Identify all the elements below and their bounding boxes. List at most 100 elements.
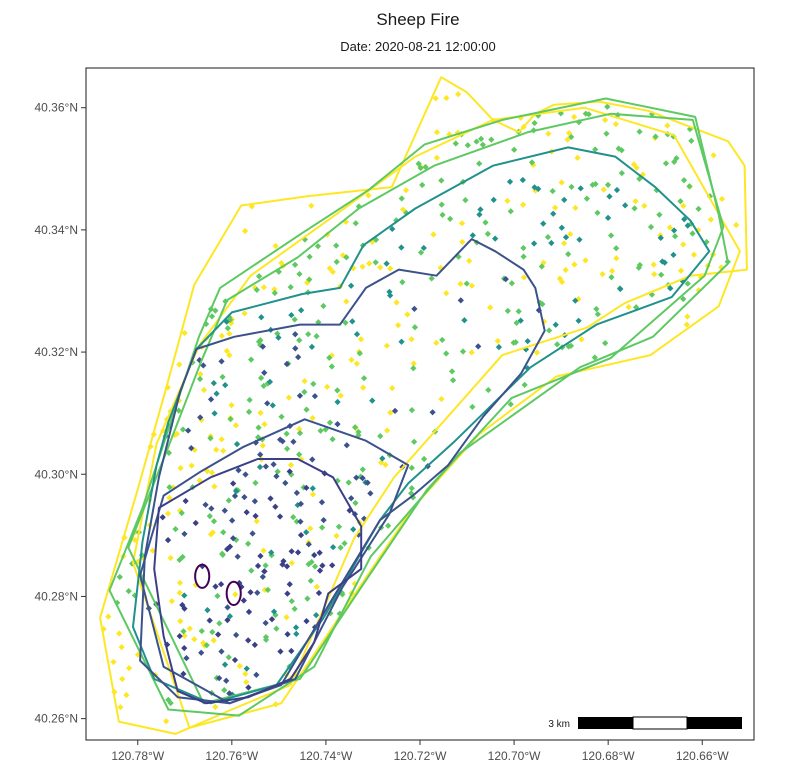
detection-point <box>399 279 406 286</box>
detection-point <box>641 202 648 209</box>
detection-point <box>562 266 569 274</box>
detection-point <box>324 383 331 390</box>
detection-point <box>476 211 483 218</box>
detection-point <box>476 160 483 167</box>
detection-point <box>278 413 285 420</box>
detection-point <box>260 382 267 389</box>
detection-point <box>433 154 441 162</box>
detection-point <box>259 343 266 350</box>
detection-point <box>334 387 341 394</box>
detection-point <box>270 461 277 468</box>
detection-point <box>404 311 411 318</box>
detection-point <box>482 219 489 226</box>
detection-point <box>217 581 225 588</box>
detection-point <box>291 605 298 613</box>
detection-point <box>604 214 612 221</box>
detection-point <box>296 270 303 278</box>
detection-point <box>377 432 384 440</box>
detection-point <box>254 562 262 570</box>
detection-point <box>230 480 237 487</box>
detection-point <box>359 263 366 270</box>
detection-point <box>283 563 291 570</box>
detection-point <box>185 427 192 434</box>
detection-point <box>594 311 601 318</box>
scale-bar-segment-2 <box>632 716 688 730</box>
detection-point <box>296 425 303 433</box>
detection-point <box>461 317 468 324</box>
detection-point <box>524 338 531 345</box>
y-axis: 40.26°N 40.28°N 40.30°N 40.32°N 40.34°N 40.36… <box>35 101 86 726</box>
detection-point <box>342 319 349 326</box>
detection-point <box>295 353 302 361</box>
detection-point <box>387 265 394 272</box>
detection-point <box>454 91 462 98</box>
detection-point <box>469 403 476 411</box>
detection-point <box>301 388 308 396</box>
detection-point <box>251 641 258 649</box>
detection-point <box>718 195 726 203</box>
detection-point <box>348 356 355 364</box>
detection-point <box>443 290 450 297</box>
detection-point <box>181 632 188 639</box>
detection-point <box>488 136 495 143</box>
detection-point <box>180 628 187 635</box>
detection-point <box>214 592 221 600</box>
detection-point <box>353 474 360 481</box>
detection-point <box>433 129 441 136</box>
detection-point <box>296 430 304 437</box>
detection-point <box>272 503 279 510</box>
detection-point <box>221 507 228 514</box>
detection-point <box>707 216 714 223</box>
detection-point <box>484 230 491 237</box>
detection-point <box>200 386 208 394</box>
x-tick-label: 120.70°W <box>488 749 542 763</box>
detection-point <box>485 386 492 394</box>
detection-point <box>283 614 290 621</box>
detection-point <box>277 648 284 655</box>
y-tick-label: 40.36°N <box>35 101 79 115</box>
detection-point <box>251 498 259 505</box>
detection-point <box>609 267 616 275</box>
detection-point <box>531 119 538 127</box>
detection-point <box>225 497 232 504</box>
detection-point <box>207 396 215 403</box>
plot-area <box>99 76 748 735</box>
detection-point <box>575 317 582 324</box>
detection-point <box>521 381 528 389</box>
detection-point <box>230 535 237 542</box>
detection-point <box>297 518 304 525</box>
detection-point <box>430 231 437 238</box>
detection-point <box>519 176 526 184</box>
fire-perimeter-9 <box>194 563 211 589</box>
detection-point <box>606 193 613 200</box>
detection-point <box>278 259 285 267</box>
detection-point <box>459 238 466 246</box>
detection-point <box>284 631 291 638</box>
detection-point <box>253 286 260 293</box>
detection-point <box>253 671 260 678</box>
detection-point <box>259 573 266 581</box>
detection-point <box>319 562 326 569</box>
detection-point <box>359 466 366 473</box>
detection-point <box>218 436 225 443</box>
detection-point <box>262 619 269 627</box>
detection-point <box>208 313 216 320</box>
detection-point <box>248 356 255 363</box>
detection-point <box>293 630 300 637</box>
detection-point <box>224 325 231 332</box>
detection-point <box>227 415 234 423</box>
detection-point <box>245 408 253 416</box>
detection-point <box>116 630 123 637</box>
detection-point <box>428 275 435 282</box>
detection-point <box>218 358 225 365</box>
y-tick-label: 40.28°N <box>35 589 79 603</box>
detection-point <box>288 548 295 555</box>
detection-point <box>191 636 198 643</box>
detection-point <box>475 343 482 350</box>
detection-point <box>504 197 511 205</box>
detection-point <box>337 392 344 399</box>
detection-point <box>297 500 304 508</box>
detection-point <box>558 224 565 231</box>
detection-point <box>517 317 524 324</box>
detection-point <box>369 397 376 404</box>
